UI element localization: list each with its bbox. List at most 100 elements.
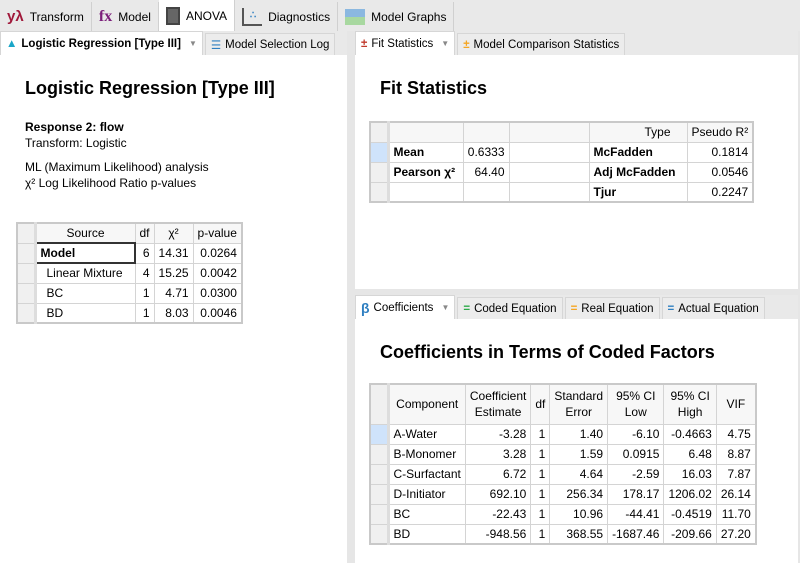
row-selector[interactable] xyxy=(369,443,390,465)
fit-title: Fit Statistics xyxy=(380,78,488,98)
cell[interactable]: Model xyxy=(34,242,136,264)
column-header: Coefficient Estimate xyxy=(464,383,532,425)
fit-statistics-table: Type Pseudo R² Mean 0.6333 McFadden 0.1814 P… xyxy=(369,121,755,203)
fx-icon: fx xyxy=(98,7,113,25)
tab-fit-statistics[interactable]: ± Fit Statistics ▼ xyxy=(355,31,456,55)
cell: 4 xyxy=(134,262,155,284)
table-row[interactable]: BC 1 4.71 0.0300 xyxy=(16,282,243,304)
row-selector[interactable] xyxy=(369,463,390,485)
list-icon: ☰ xyxy=(210,39,222,52)
anova-subtabs: ▲ Logistic Regression [Type III] ▼ ☰ Model … xyxy=(0,31,347,55)
cell: Mean xyxy=(387,141,464,163)
header-line: df xyxy=(535,397,546,412)
cell: 1206.02 xyxy=(663,483,717,505)
coef-subtabs: β Coefficients ▼ = Coded Equation = Real Equ… xyxy=(355,295,798,319)
tab-model-comparison-statistics[interactable]: ± Model Comparison Statistics xyxy=(457,33,626,55)
cell: 1.40 xyxy=(549,423,609,445)
row-selector[interactable] xyxy=(369,423,390,445)
cell: 1 xyxy=(134,302,155,324)
cell: 64.40 xyxy=(462,161,510,183)
tab-label: Actual Equation xyxy=(678,302,759,315)
page-title: Logistic Regression [Type III] xyxy=(25,78,275,98)
table-row[interactable]: D-Initiator 692.10 1 256.34 178.17 1206.02 26.… xyxy=(369,483,757,505)
cell: 0.6333 xyxy=(462,141,510,163)
response-label: Response 2: flow xyxy=(25,120,124,134)
table-row[interactable]: BD 1 8.03 0.0046 xyxy=(16,302,243,324)
row-selector[interactable] xyxy=(369,523,390,545)
cell: BC xyxy=(387,503,466,525)
row-selector[interactable] xyxy=(369,503,390,525)
table-row[interactable]: Mean 0.6333 McFadden 0.1814 xyxy=(369,141,754,163)
tab-label: Coded Equation xyxy=(474,302,557,315)
column-header: df xyxy=(530,383,551,425)
calculator-icon xyxy=(165,6,180,25)
row-header xyxy=(16,222,37,244)
anova-table: Source df χ² p-value Model 6 14.31 0.0264 Line… xyxy=(16,222,243,324)
cell: 3.28 xyxy=(464,443,532,465)
cell: -2.59 xyxy=(607,463,665,485)
tab-coded-equation[interactable]: = Coded Equation xyxy=(457,297,563,319)
header-line: Low xyxy=(624,405,647,420)
tab-model-selection-log[interactable]: ☰ Model Selection Log xyxy=(204,33,336,55)
cell xyxy=(508,141,590,163)
tab-label: Model Graphs xyxy=(371,9,447,24)
cell: 6 xyxy=(134,242,155,264)
cell: 0.0264 xyxy=(192,242,243,264)
cell: Tjur xyxy=(588,181,688,203)
tab-label: Coefficients xyxy=(373,301,434,314)
row-selector[interactable] xyxy=(369,483,390,505)
equals-orange-icon: = xyxy=(570,302,578,315)
table-row[interactable]: BC -22.43 1 10.96 -44.41 -0.4519 11.70 xyxy=(369,503,757,525)
column-header: 95% CI Low xyxy=(607,383,665,425)
table-row[interactable]: Linear Mixture 4 15.25 0.0042 xyxy=(16,262,243,284)
tab-real-equation[interactable]: = Real Equation xyxy=(564,297,660,319)
tab-coefficients[interactable]: β Coefficients ▼ xyxy=(355,295,456,319)
coefficients-table: Component Coefficient Estimate df Standard Er… xyxy=(369,383,757,545)
header-line: Error xyxy=(565,405,593,420)
dropdown-icon[interactable]: ▼ xyxy=(441,39,450,48)
cell: 692.10 xyxy=(464,483,532,505)
table-row[interactable]: BD -948.56 1 368.55 -1687.46 -209.66 27.20 xyxy=(369,523,757,545)
dropdown-icon[interactable]: ▼ xyxy=(188,39,197,48)
header-line: Component xyxy=(396,397,459,412)
cell: D-Initiator xyxy=(387,483,466,505)
cell: 11.70 xyxy=(715,503,757,525)
cell: 0.0042 xyxy=(192,262,243,284)
column-header: df xyxy=(134,222,155,244)
tab-model[interactable]: fx Model xyxy=(91,2,159,31)
cell: 1 xyxy=(530,483,551,505)
tab-actual-equation[interactable]: = Actual Equation xyxy=(661,297,765,319)
table-row[interactable]: Tjur 0.2247 xyxy=(369,181,754,203)
tab-label: Model Selection Log xyxy=(225,38,330,51)
tab-model-graphs[interactable]: Model Graphs xyxy=(338,2,455,31)
table-row[interactable]: B-Monomer 3.28 1 1.59 0.0915 6.48 8.87 xyxy=(369,443,757,465)
tab-label: ANOVA xyxy=(185,8,228,23)
tab-diagnostics[interactable]: ∴ Diagnostics xyxy=(235,2,339,31)
cell: BD xyxy=(34,302,136,324)
tab-transform[interactable]: yλ Transform xyxy=(0,2,92,31)
table-row[interactable]: C-Surfactant 6.72 1 4.64 -2.59 16.03 7.87 xyxy=(369,463,757,485)
table-row[interactable]: A-Water -3.28 1 1.40 -6.10 -0.4663 4.75 xyxy=(369,423,757,445)
cell: 0.0300 xyxy=(192,282,243,304)
tab-anova[interactable]: ANOVA xyxy=(158,0,236,31)
header-line: 95% CI xyxy=(616,389,656,404)
cell: Adj McFadden xyxy=(588,161,688,183)
fit-subtabs: ± Fit Statistics ▼ ± Model Comparison Stati… xyxy=(355,31,798,55)
cell: 0.0915 xyxy=(607,443,665,465)
row-header xyxy=(369,383,390,425)
analysis-info: Response 2: flow Transform: Logistic ML … xyxy=(25,119,209,191)
cell: A-Water xyxy=(387,423,466,445)
cell: 6.72 xyxy=(464,463,532,485)
equals-green-icon: = xyxy=(463,302,471,315)
table-row[interactable]: Pearson χ² 64.40 Adj McFadden 0.0546 xyxy=(369,161,754,183)
cell: BD xyxy=(387,523,466,545)
cell: 0.0546 xyxy=(686,161,754,183)
table-row[interactable]: Model 6 14.31 0.0264 xyxy=(16,242,243,264)
header-line: Estimate xyxy=(474,405,522,420)
column-header: Source xyxy=(34,222,136,244)
transform-label: Transform: Logistic xyxy=(25,136,127,150)
cell: 1 xyxy=(530,423,551,445)
dropdown-icon[interactable]: ▼ xyxy=(441,303,450,312)
tab-label: Logistic Regression [Type III] xyxy=(21,37,181,50)
tab-logistic-regression[interactable]: ▲ Logistic Regression [Type III] ▼ xyxy=(0,31,203,55)
